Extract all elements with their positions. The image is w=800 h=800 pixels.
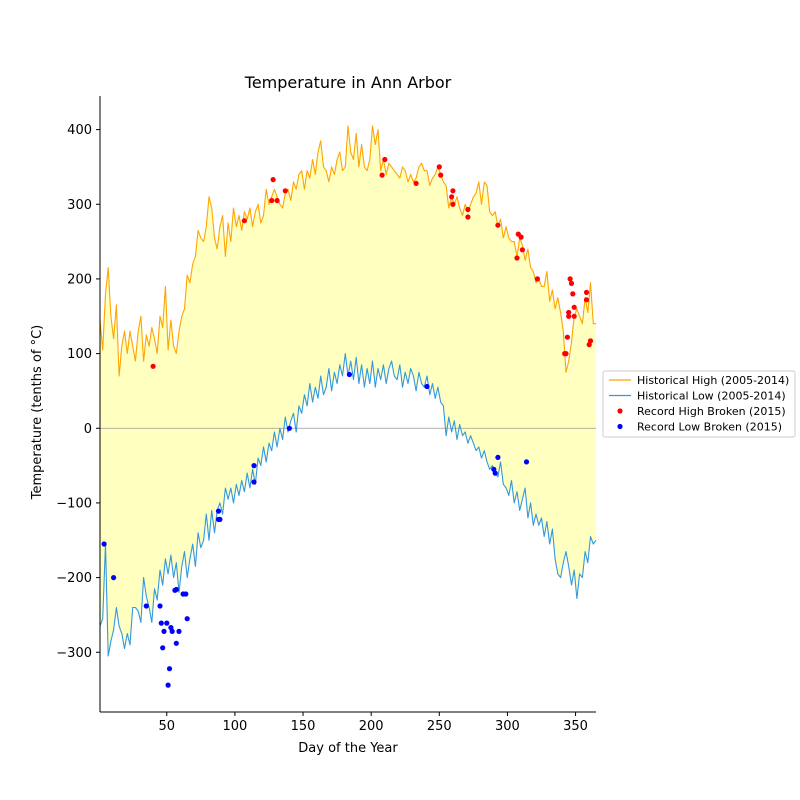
record-high-point-0 — [150, 363, 156, 369]
y-tick-label-200: 200 — [67, 272, 92, 287]
fill-between-area — [100, 125, 596, 656]
record-high-point-5 — [282, 188, 288, 194]
legend-label-1: Historical Low (2005-2014) — [637, 390, 786, 403]
y-tick-label--300: −300 — [56, 646, 92, 661]
record-low-point-11 — [169, 628, 175, 635]
record-high-point-20 — [519, 247, 526, 253]
record-high-point-15 — [465, 214, 471, 220]
y-axis-label: Temperature (tenths of °C) — [30, 325, 45, 500]
x-tick-label-250: 250 — [427, 719, 452, 734]
record-low-point-9 — [166, 666, 173, 672]
record-high-point-6 — [379, 172, 385, 178]
x-axis-label: Day of the Year — [298, 741, 398, 756]
record-high-point-19 — [518, 234, 524, 240]
chart-title: Temperature in Ann Arbor — [244, 73, 452, 92]
record-low-point-29 — [495, 454, 501, 460]
record-high-point-28 — [568, 280, 575, 286]
y-tick-label--100: −100 — [56, 496, 92, 511]
record-low-point-30 — [523, 459, 530, 465]
record-high-point-1 — [241, 218, 247, 224]
axes: 50 100 150 200 250 300 350 −300 −200 −100 0 100 200 3… — [56, 96, 596, 734]
record-low-point-6 — [161, 628, 167, 635]
record-high-point-27 — [567, 276, 573, 282]
record-low-point-0 — [101, 541, 107, 547]
plot-area — [99, 125, 597, 688]
legend-label-0: Historical High (2005-2014) — [637, 374, 789, 387]
legend-label-3: Record Low Broken (2015) — [637, 421, 782, 434]
record-low-point-8 — [165, 682, 171, 688]
record-low-point-4 — [158, 620, 164, 626]
record-high-point-16 — [495, 222, 501, 228]
record-high-point-4 — [274, 197, 280, 204]
record-low-point-28 — [492, 470, 498, 476]
x-tick-label-350: 350 — [563, 719, 588, 734]
x-tick-label-100: 100 — [222, 719, 247, 734]
record-high-point-9 — [436, 164, 442, 170]
x-tick-label-50: 50 — [158, 719, 175, 734]
record-high-point-25 — [566, 313, 572, 319]
record-low-point-7 — [164, 620, 170, 626]
record-low-point-14 — [173, 640, 179, 646]
y-tick-label-300: 300 — [67, 198, 92, 213]
record-low-point-19 — [215, 508, 222, 514]
x-tick-label-300: 300 — [495, 719, 520, 734]
record-high-point-8 — [413, 180, 419, 186]
record-high-point-10 — [438, 172, 444, 178]
record-low-point-21 — [217, 516, 223, 523]
record-high-point-11 — [449, 194, 455, 200]
record-low-point-3 — [157, 603, 163, 609]
y-tick-label-100: 100 — [67, 347, 92, 362]
legend-label-2: Record High Broken (2015) — [637, 405, 786, 418]
record-low-point-5 — [160, 645, 166, 651]
record-high-point-24 — [564, 334, 571, 340]
legend: Historical High (2005-2014) Historical Lo… — [602, 370, 796, 438]
record-high-point-21 — [534, 276, 541, 282]
record-high-point-35 — [587, 338, 594, 344]
y-tick-label--200: −200 — [56, 571, 92, 586]
record-low-point-15 — [176, 628, 182, 635]
record-high-point-26 — [566, 309, 572, 316]
record-high-point-17 — [514, 255, 520, 261]
x-tick-label-150: 150 — [291, 719, 316, 734]
record-low-point-24 — [286, 425, 292, 431]
record-high-point-31 — [571, 313, 577, 319]
record-high-point-29 — [570, 291, 576, 297]
record-high-point-23 — [563, 351, 569, 357]
y-tick-label-400: 400 — [67, 123, 92, 138]
record-high-point-7 — [382, 156, 388, 163]
record-low-point-13 — [173, 586, 179, 593]
record-low-point-17 — [183, 591, 189, 597]
record-low-point-2 — [143, 603, 149, 609]
x-tick-label-200: 200 — [359, 719, 384, 734]
record-high-point-32 — [583, 289, 590, 295]
record-low-point-25 — [346, 371, 352, 378]
record-high-point-30 — [571, 304, 577, 310]
record-low-point-22 — [251, 463, 257, 469]
record-high-point-12 — [450, 188, 456, 194]
record-low-point-23 — [251, 479, 257, 485]
record-low-point-18 — [184, 616, 190, 622]
record-high-point-13 — [450, 201, 456, 207]
record-low-point-1 — [111, 575, 117, 581]
historical-high-line — [99, 125, 596, 377]
record-high-point-33 — [583, 297, 590, 303]
record-high-point-3 — [270, 177, 276, 183]
legend-box — [602, 370, 796, 438]
record-high-point-14 — [465, 206, 471, 213]
y-tick-label-0: 0 — [84, 422, 92, 437]
record-low-point-26 — [424, 383, 430, 390]
record-high-point-2 — [269, 197, 275, 204]
legend-swatch-3 — [617, 423, 623, 430]
legend-swatch-2 — [617, 408, 623, 414]
